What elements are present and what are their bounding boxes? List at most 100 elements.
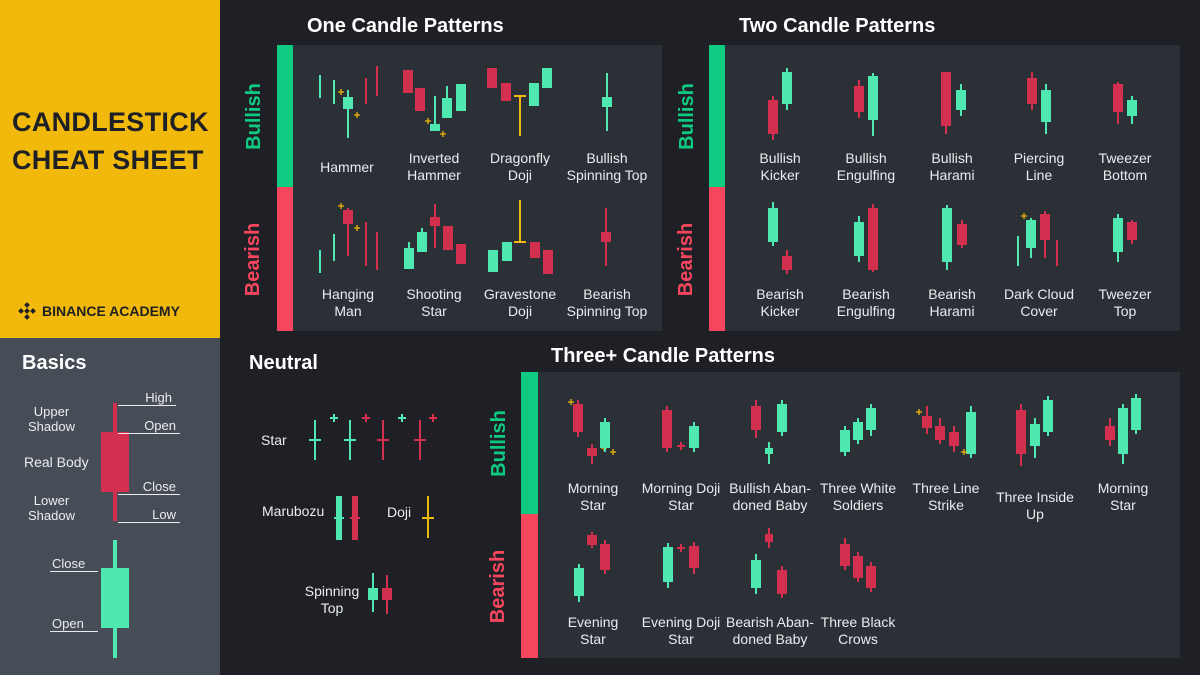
candle-body-46 (1041, 90, 1051, 122)
pattern-label-hammer: Hammer (320, 159, 374, 175)
candle-body-60 (1113, 218, 1123, 252)
candle-body-48 (1127, 100, 1137, 116)
candle-body-29 (417, 232, 427, 252)
two-candle-panel (725, 45, 1180, 331)
candle-body-97 (1030, 424, 1040, 446)
candle-body-34 (502, 242, 512, 261)
lower-shadow-label: Lower Shadow (28, 493, 75, 523)
candle-body-42 (868, 76, 878, 120)
sparkle-icon-11 (425, 118, 431, 124)
candle-body-108 (751, 560, 761, 588)
neutral-spinning-top-label: Spinning Top (304, 583, 360, 616)
upper-shadow-label: Upper Shadow (28, 404, 75, 434)
candle-body-40 (782, 72, 792, 104)
star-cross-106 (677, 544, 685, 552)
two-candle-title: Two Candle Patterns (739, 15, 936, 37)
pattern-label-bearish-abandoned-baby: Bearish Aban-doned Baby (726, 614, 814, 647)
candle-body-41 (854, 86, 864, 112)
sparkle-icon-95 (961, 449, 967, 455)
pattern-label-bullish-spinning-top: Bullish Spinning Top (566, 150, 648, 183)
sparkle-icon-4 (338, 89, 344, 95)
candle-body-9 (415, 88, 425, 111)
star-cross-69 (429, 414, 437, 422)
candle-body-98 (1043, 400, 1053, 432)
one-bearish-bar (277, 187, 293, 331)
pattern-label-bearish-kicker: Bearish Kicker (756, 286, 804, 319)
bear-abandoned-baby-body (765, 534, 773, 542)
candle-body-61 (1127, 222, 1137, 240)
candle-body-16 (501, 83, 511, 101)
candle-body-112 (866, 566, 876, 588)
high-label: High (118, 390, 176, 406)
candle-body-92 (935, 426, 945, 440)
candle-body-56 (1026, 220, 1036, 248)
candle-body-43 (941, 72, 951, 126)
pattern-label-three-white-soldiers: Three White Soldiers (819, 480, 897, 513)
candle-body-10 (430, 124, 440, 131)
candle-body-87 (840, 430, 850, 452)
low-label: Low (118, 507, 180, 523)
pattern-label-tweezer-top: Tweezer Top (1098, 286, 1152, 319)
candle-body-107 (689, 546, 699, 568)
candle-body-49 (768, 208, 778, 242)
one-bullish-bar (277, 45, 293, 187)
binance-logo-icon (18, 302, 36, 320)
pattern-label-morning-star: Morning Star (567, 480, 619, 513)
close-label-bull: Close (50, 556, 98, 572)
pattern-label-bullish-kicker: Bullish Kicker (759, 150, 801, 183)
candle-body-82 (662, 410, 672, 448)
bear-candle-body (101, 432, 129, 492)
title-line-2: CHEAT SHEET (12, 145, 204, 175)
candle-body-33 (488, 250, 498, 272)
brand-logo: BINANCE ACADEMY (18, 300, 180, 322)
candle-body-102 (574, 568, 584, 596)
candle-body-103 (587, 535, 597, 545)
close-label: Close (118, 479, 180, 495)
pattern-label-three-inside-up: Three Inside Up (996, 489, 1074, 522)
real-body-label: Real Body (24, 454, 89, 470)
pattern-label-evening-doji-star: Evening Doji Star (641, 614, 721, 647)
pattern-label-three-line-strike: Three Line Strike (912, 480, 980, 513)
star-cross-83 (677, 442, 685, 450)
brand-name: BINANCE ACADEMY (42, 303, 180, 319)
candle-body-76 (573, 404, 583, 432)
candle-body-31 (443, 226, 453, 250)
sparkle-icon-24 (338, 203, 344, 209)
candle-body-15 (487, 68, 497, 88)
candle-body-90 (922, 416, 932, 428)
candle-body-110 (840, 544, 850, 566)
open-label: Open (118, 418, 180, 434)
neutral-doji-label: Doji (387, 504, 412, 520)
candle-body-50 (782, 256, 792, 270)
candle-body-30 (430, 217, 440, 226)
candle-body-28 (404, 248, 414, 269)
candle-body-74 (368, 588, 378, 600)
candle-body-105 (663, 547, 673, 582)
sparkle-icon-12 (440, 131, 446, 137)
candle-body-89 (866, 408, 876, 430)
candle-body-19 (542, 68, 552, 88)
candle-body-104 (600, 544, 610, 570)
neutral-marubozu-label: Marubozu (262, 503, 325, 519)
pattern-label-inverted-hammer: Inverted Hammer (407, 150, 461, 183)
neutral-star-label: Star (261, 432, 287, 448)
sparkle-icon-77 (568, 399, 574, 405)
open-label-bull: Open (50, 616, 98, 632)
pattern-label-three-black-crows: Three Black Crows (820, 614, 896, 647)
candle-body-38 (601, 232, 611, 242)
candle-body-23 (343, 210, 353, 224)
star-cross-67 (398, 414, 406, 422)
candle-body-93 (949, 432, 959, 446)
candle-body-13 (442, 98, 452, 118)
candle-body-101 (1131, 398, 1141, 430)
one-candle-panel (293, 45, 662, 331)
pattern-label-hanging-man: Hanging Man (321, 286, 375, 319)
sparkle-icon-91 (916, 409, 922, 415)
candle-body-100 (1118, 408, 1128, 454)
pattern-label-bearish-harami: Bearish Harami (928, 286, 976, 319)
candle-body-54 (957, 224, 967, 245)
basics-anatomy-diagram (101, 403, 129, 658)
two-bullish-bar (709, 45, 725, 187)
candle-body-36 (530, 242, 540, 258)
